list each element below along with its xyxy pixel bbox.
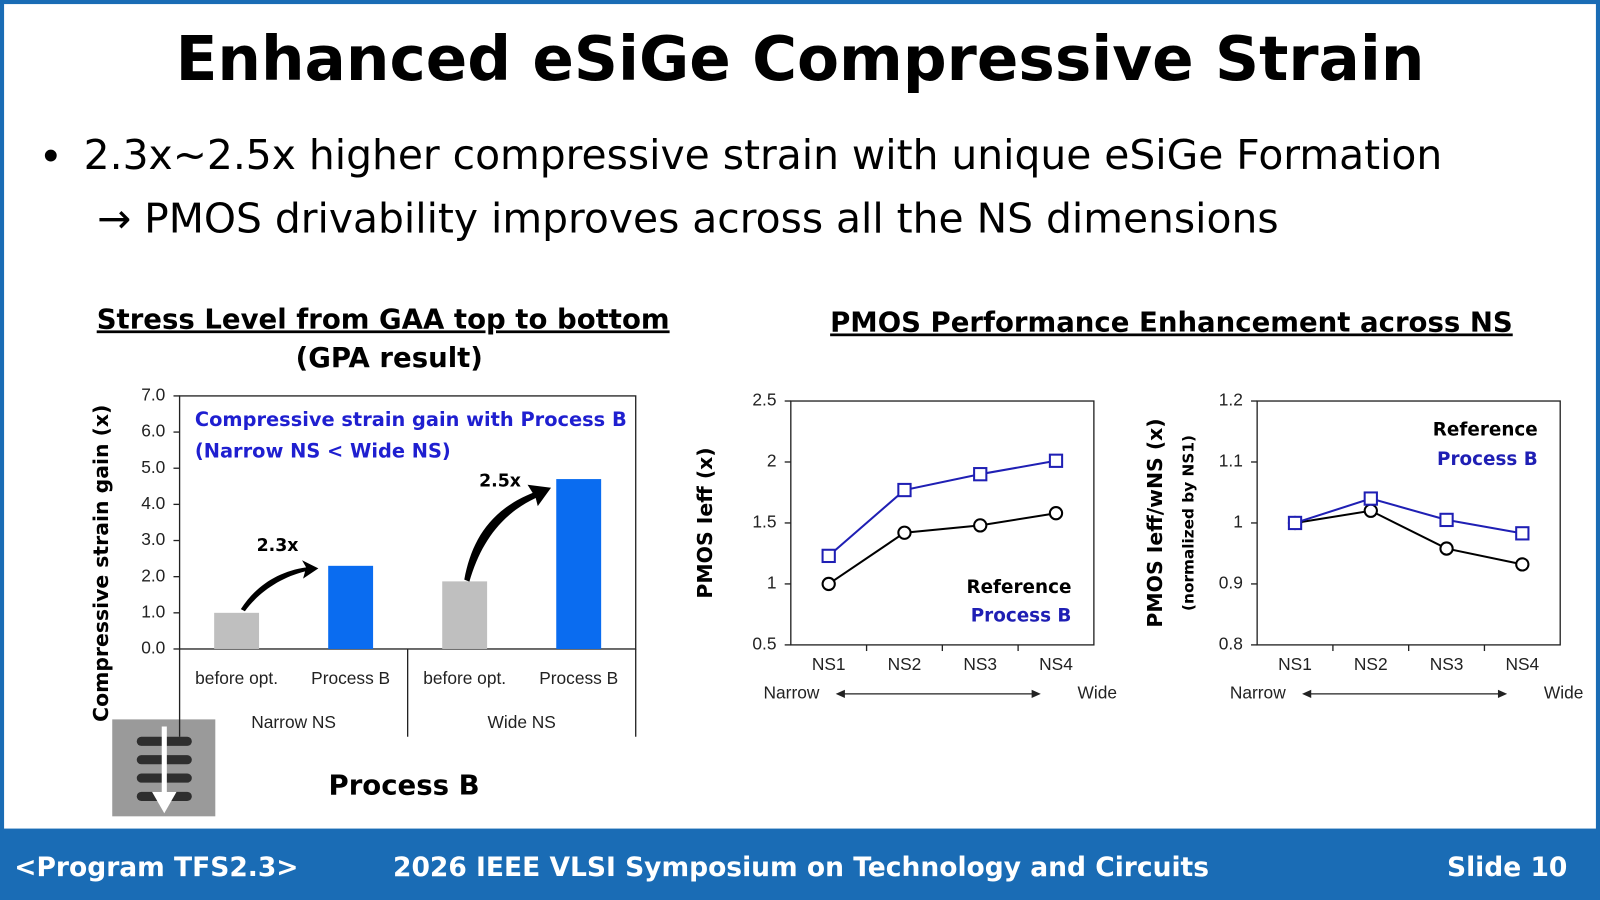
y-axis-note: (normalized by NS1)	[1179, 435, 1197, 611]
footer-conference: 2026 IEEE VLSI Symposium on Technology a…	[393, 852, 1209, 883]
tem-image	[112, 719, 216, 817]
y-axis-label: PMOS Ieff/wNS (x)	[1143, 418, 1167, 627]
sub-bullet-text: → PMOS drivability improves across all t…	[97, 194, 1279, 242]
footer-slide-number: Slide 10	[1447, 852, 1567, 883]
y-tick-label: 0.5	[752, 633, 776, 653]
marker	[1048, 506, 1064, 521]
bar	[556, 479, 602, 649]
marker	[1439, 512, 1454, 528]
group-label: Narrow NS	[251, 712, 336, 732]
y-tick-label: 2.5	[752, 390, 776, 410]
y-tick-label: 5.0	[141, 457, 165, 477]
marker	[973, 518, 988, 533]
y-tick-label: 0.0	[141, 638, 165, 658]
marker	[1048, 453, 1064, 468]
x-tick-label: before opt.	[423, 668, 506, 688]
slide-title: Enhanced eSiGe Compressive Strain	[176, 24, 1425, 95]
y-tick-label: 1.1	[1219, 451, 1243, 471]
marker	[1515, 557, 1530, 572]
annotation: (Narrow NS < Wide NS)	[195, 440, 451, 463]
marker	[1439, 541, 1454, 556]
x-tick-label: NS1	[812, 654, 846, 674]
bullet-text: 2.3x~2.5x higher compressive strain with…	[84, 131, 1443, 179]
marker	[1363, 503, 1378, 518]
marker	[973, 467, 988, 482]
y-tick-label: 0.8	[1219, 633, 1243, 653]
marker	[821, 576, 836, 592]
x-tick-label: NS2	[888, 654, 922, 674]
x-tick-label: NS4	[1039, 654, 1073, 674]
marker	[1287, 515, 1303, 531]
chart-subtitle: (GPA result)	[296, 342, 483, 374]
bar	[328, 565, 374, 649]
x-range-label: Narrow	[764, 682, 820, 702]
series-line	[828, 512, 1057, 585]
bar	[442, 581, 488, 649]
series-line	[828, 459, 1057, 557]
x-tick-label: before opt.	[195, 668, 278, 688]
series-line	[1294, 497, 1523, 535]
marker	[1515, 526, 1530, 541]
gain-arrow	[464, 484, 552, 582]
bar	[214, 612, 260, 649]
y-tick-label: 1	[767, 573, 777, 593]
series-line	[1294, 509, 1523, 566]
marker	[897, 525, 912, 540]
x-range-label: Wide	[1078, 682, 1117, 702]
annotation: 2.3x	[257, 536, 299, 556]
footer-program: <Program TFS2.3>	[14, 852, 298, 883]
y-tick-label: 2.0	[141, 565, 165, 585]
bullet-dot: •	[39, 133, 63, 181]
x-tick-label: NS3	[1430, 654, 1464, 674]
gain-arrow	[240, 560, 319, 612]
marker	[821, 548, 836, 564]
x-tick-label: Process B	[539, 668, 618, 688]
marker	[897, 482, 912, 498]
y-axis-label: PMOS Ieff (x)	[693, 447, 717, 598]
x-tick-label: NS1	[1278, 654, 1312, 674]
image-caption: Process B	[329, 770, 480, 802]
x-tick-label: NS3	[963, 654, 997, 674]
x-range-label: Narrow	[1230, 682, 1286, 702]
footer-bar	[0, 828, 1600, 900]
legend-label: Process B	[971, 605, 1072, 626]
y-tick-label: 7.0	[141, 384, 165, 404]
y-tick-label: 3.0	[141, 529, 165, 549]
y-tick-label: 0.9	[1219, 573, 1243, 593]
y-tick-label: 1.5	[752, 512, 776, 532]
legend-label: Reference	[966, 577, 1071, 598]
y-tick-label: 2	[767, 451, 777, 471]
annotation: Compressive strain gain with Process B	[195, 408, 627, 431]
y-tick-label: 4.0	[141, 493, 165, 513]
marker	[1363, 491, 1378, 506]
chart-title: Stress Level from GAA top to bottom	[97, 303, 670, 335]
y-tick-label: 6.0	[141, 421, 165, 441]
y-tick-label: 1	[1233, 512, 1243, 532]
x-tick-label: NS4	[1505, 654, 1539, 674]
annotation: 2.5x	[479, 472, 521, 492]
x-tick-label: NS2	[1354, 654, 1388, 674]
group-label: Wide NS	[487, 712, 555, 732]
x-tick-label: Process B	[311, 668, 390, 688]
legend-label: Reference	[1433, 420, 1538, 441]
y-tick-label: 1.0	[141, 601, 165, 621]
x-range-label: Wide	[1544, 682, 1583, 702]
y-tick-label: 1.2	[1219, 390, 1243, 410]
panel-title: PMOS Performance Enhancement across NS	[830, 306, 1513, 338]
y-axis-label: Compressive strain gain (x)	[89, 405, 113, 722]
legend-label: Process B	[1437, 449, 1538, 470]
